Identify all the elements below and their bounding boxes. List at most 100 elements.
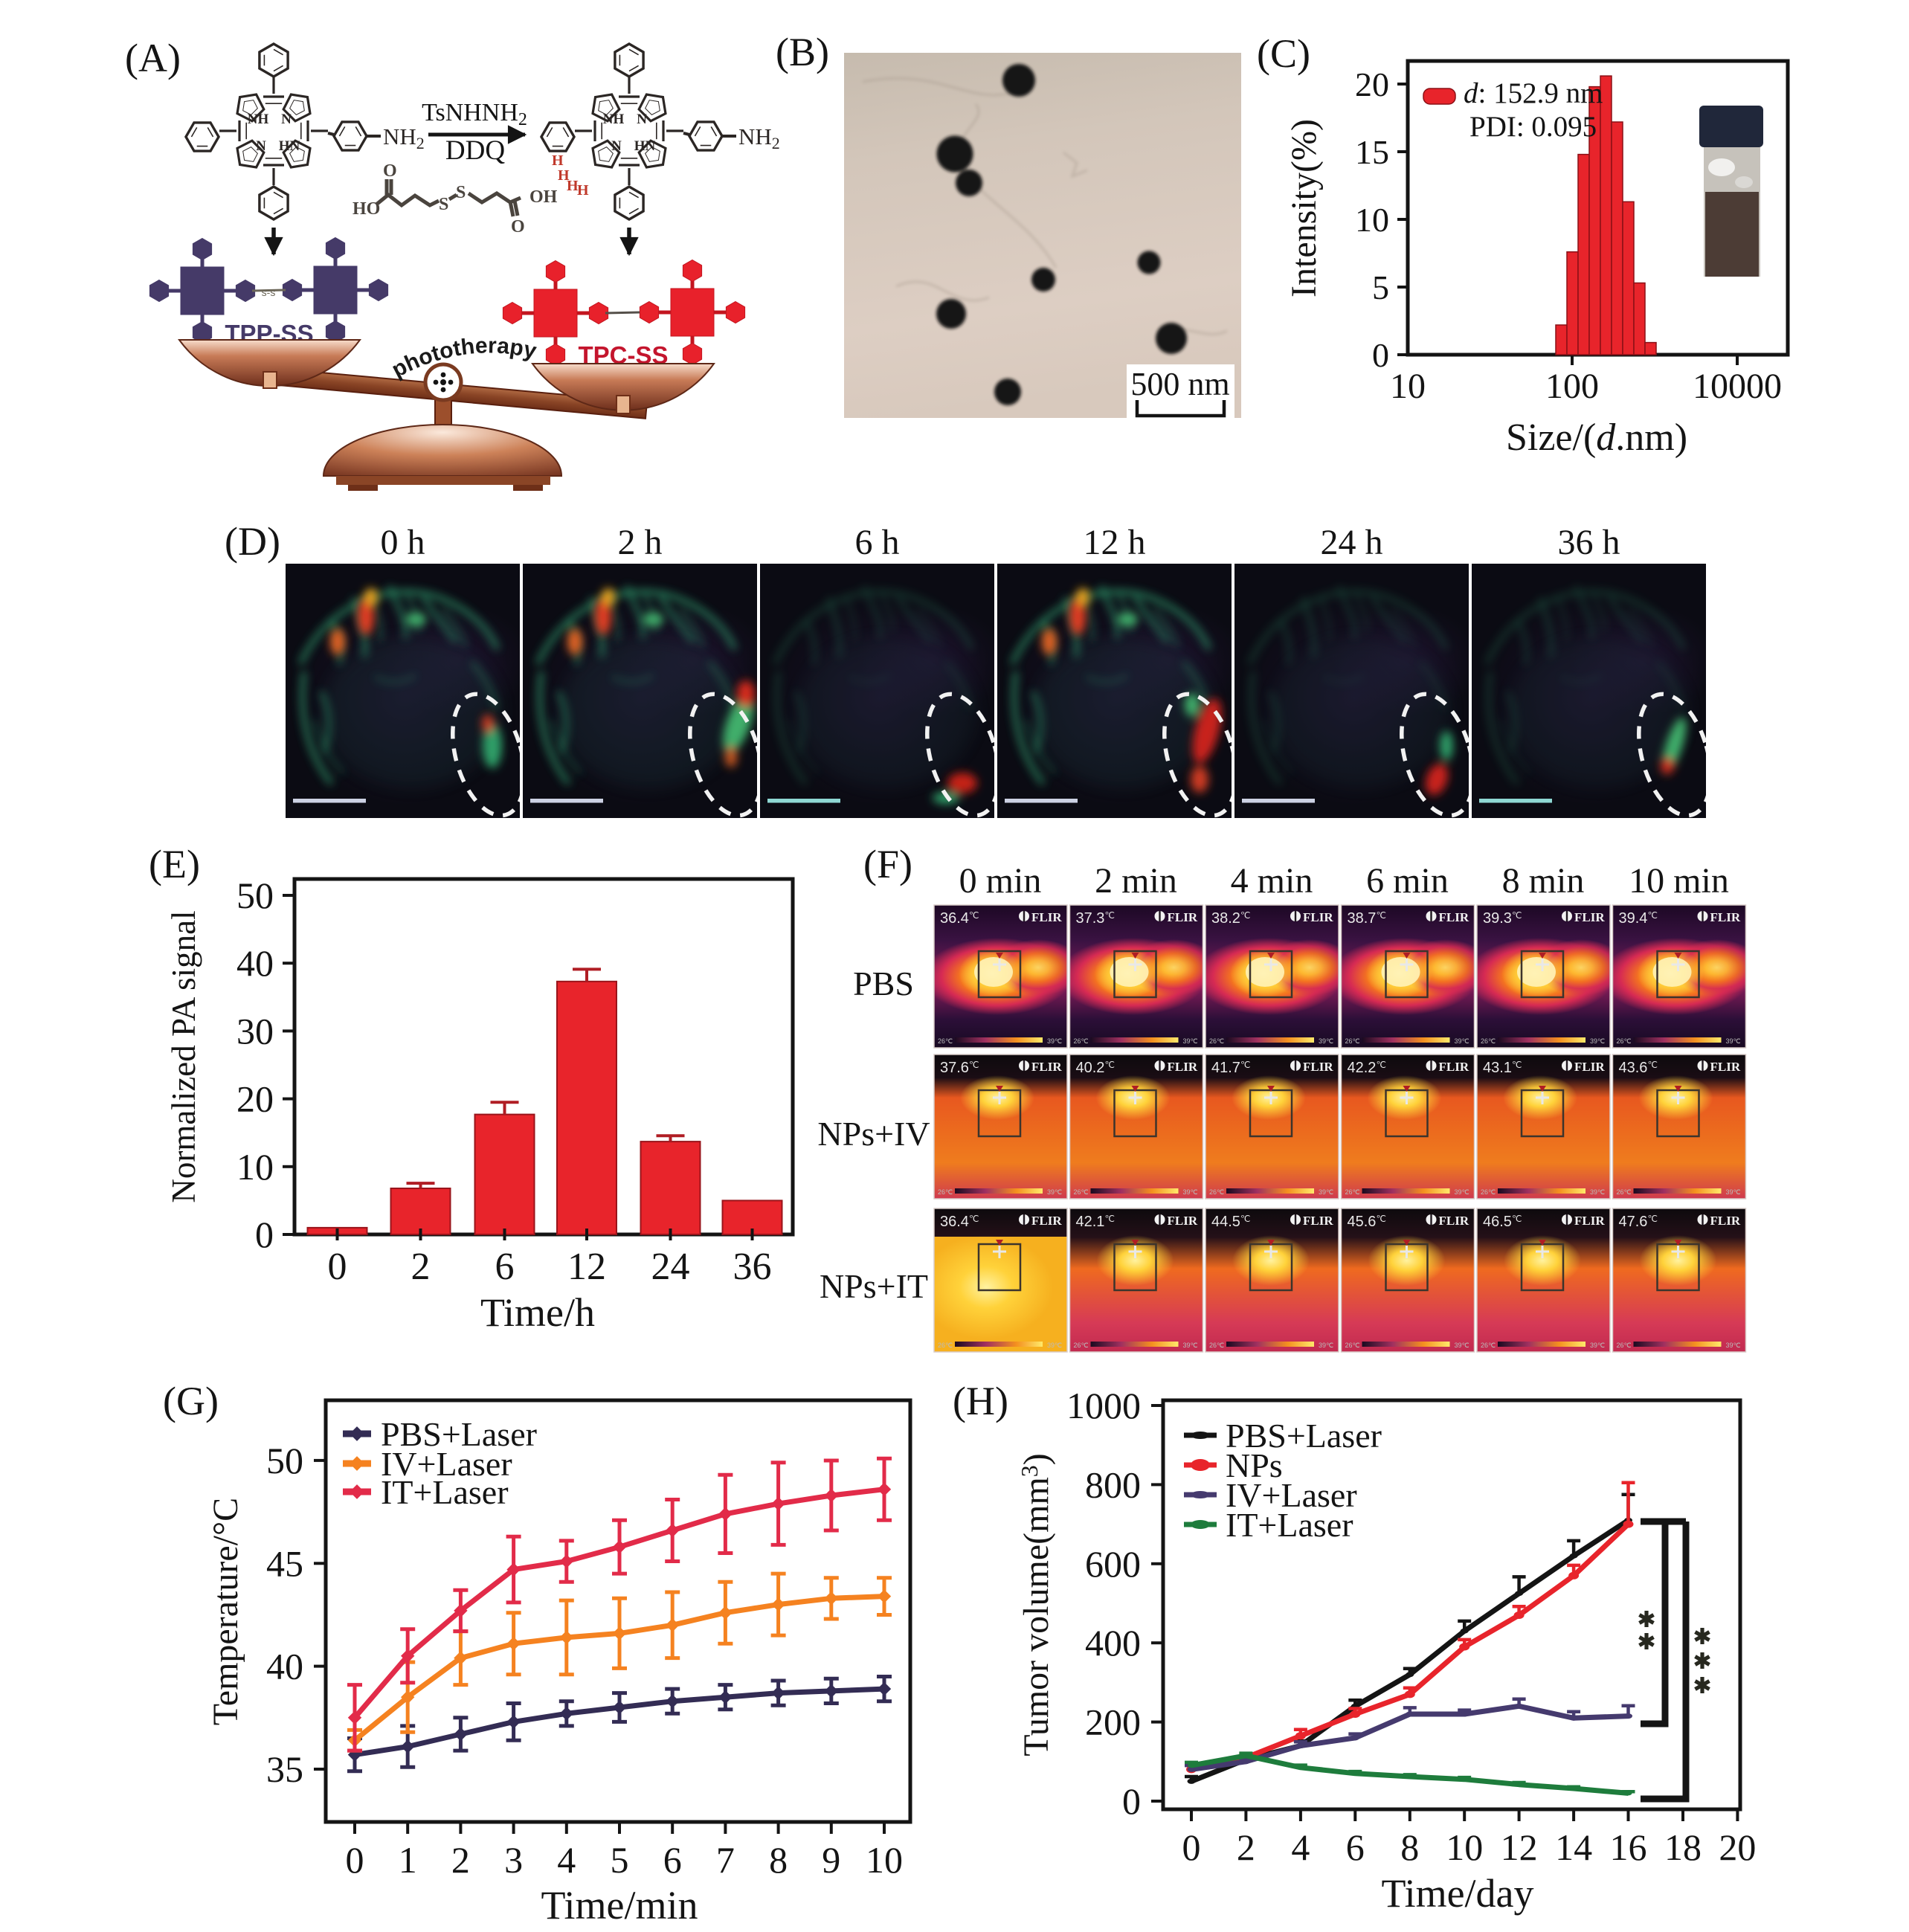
svg-text:8: 8: [769, 1839, 788, 1881]
svg-text:3: 3: [504, 1839, 523, 1881]
svg-text:26℃: 26℃: [1074, 1037, 1089, 1045]
svg-text:39℃: 39℃: [1455, 1342, 1469, 1349]
svg-text:(B): (B): [776, 30, 829, 74]
svg-text:26℃: 26℃: [1074, 1342, 1089, 1349]
svg-text:26℃: 26℃: [938, 1037, 953, 1045]
svg-text:H: H: [577, 182, 589, 199]
svg-text:(A): (A): [125, 36, 181, 80]
svg-text:FLIR: FLIR: [1031, 910, 1062, 924]
svg-text:39℃: 39℃: [1455, 1188, 1469, 1196]
svg-text:10: 10: [1390, 367, 1426, 406]
svg-text:26℃: 26℃: [938, 1342, 953, 1349]
svg-text:DDQ: DDQ: [445, 135, 505, 166]
svg-text:FLIR: FLIR: [1168, 1214, 1198, 1228]
svg-text:35: 35: [266, 1748, 303, 1790]
svg-text:40: 40: [236, 942, 274, 984]
svg-text:NPs+IV: NPs+IV: [817, 1115, 930, 1153]
svg-text:O: O: [511, 217, 525, 236]
svg-text:Time/day: Time/day: [1381, 1871, 1533, 1916]
svg-text:FLIR: FLIR: [1710, 910, 1741, 924]
svg-text:FLIR: FLIR: [1710, 1214, 1741, 1228]
svg-text:24 h: 24 h: [1321, 523, 1383, 562]
svg-text:6: 6: [495, 1246, 515, 1288]
svg-text:(D): (D): [225, 519, 280, 564]
svg-text:Time/h: Time/h: [480, 1290, 595, 1335]
svg-text:2 min: 2 min: [1095, 861, 1177, 901]
svg-text:10000: 10000: [1693, 367, 1782, 406]
svg-text:FLIR: FLIR: [1439, 910, 1469, 924]
svg-text:0: 0: [1122, 1780, 1141, 1822]
svg-text:Normalized PA signal: Normalized PA signal: [165, 910, 202, 1202]
svg-text:26℃: 26℃: [1481, 1188, 1496, 1196]
svg-text:45: 45: [266, 1542, 303, 1584]
svg-text:O: O: [383, 161, 397, 181]
svg-text:S: S: [456, 183, 466, 202]
svg-text:39℃: 39℃: [1590, 1188, 1605, 1196]
svg-text:FLIR: FLIR: [1574, 910, 1605, 924]
svg-text:TsNHNH2: TsNHNH2: [422, 99, 527, 129]
svg-text:PBS: PBS: [853, 965, 914, 1002]
svg-text:FLIR: FLIR: [1031, 1214, 1062, 1228]
svg-text:FLIR: FLIR: [1574, 1060, 1605, 1074]
svg-text:39℃: 39℃: [1183, 1037, 1198, 1045]
svg-text:12 h: 12 h: [1084, 523, 1146, 562]
svg-text:30: 30: [236, 1010, 274, 1052]
svg-text:FLIR: FLIR: [1439, 1214, 1469, 1228]
svg-text:Size/(d.nm): Size/(d.nm): [1506, 416, 1687, 459]
svg-text:400: 400: [1085, 1622, 1141, 1664]
svg-text:39℃: 39℃: [1726, 1188, 1741, 1196]
svg-text:9: 9: [822, 1839, 840, 1881]
svg-text:10: 10: [866, 1839, 903, 1881]
svg-text:39℃: 39℃: [1455, 1037, 1469, 1045]
svg-text:0: 0: [1372, 336, 1389, 374]
svg-text:100: 100: [1545, 367, 1599, 406]
svg-text:S: S: [439, 195, 448, 214]
svg-text:12: 12: [1501, 1826, 1538, 1868]
svg-text:500 nm: 500 nm: [1130, 366, 1229, 402]
svg-text:phototherapy: phototherapy: [388, 333, 539, 382]
svg-text:39℃: 39℃: [1047, 1342, 1062, 1349]
svg-text:2 h: 2 h: [618, 523, 663, 562]
svg-text:39℃: 39℃: [1183, 1188, 1198, 1196]
svg-text:Time/min: Time/min: [541, 1883, 698, 1928]
svg-text:(C): (C): [1257, 31, 1310, 76]
svg-text:600: 600: [1085, 1543, 1141, 1585]
svg-text:15: 15: [1355, 133, 1389, 171]
svg-text:Temperature/°C: Temperature/°C: [206, 1498, 245, 1725]
svg-text:0: 0: [255, 1214, 274, 1255]
svg-text:7: 7: [716, 1839, 735, 1881]
svg-text:10: 10: [236, 1146, 274, 1188]
svg-text:39℃: 39℃: [1590, 1342, 1605, 1349]
svg-text:NPs: NPs: [1226, 1446, 1283, 1484]
svg-text:50: 50: [266, 1440, 303, 1481]
svg-text:NH2: NH2: [383, 123, 425, 152]
svg-text:(F): (F): [863, 842, 912, 886]
svg-text:0 min: 0 min: [959, 861, 1042, 901]
svg-text:1000: 1000: [1066, 1385, 1141, 1426]
svg-text:36: 36: [733, 1246, 772, 1288]
svg-text:H: H: [558, 167, 570, 184]
svg-text:PBS+Laser: PBS+Laser: [381, 1415, 537, 1453]
svg-text:IT+Laser: IT+Laser: [381, 1473, 509, 1511]
svg-text:4: 4: [557, 1839, 576, 1881]
svg-text:FLIR: FLIR: [1031, 1060, 1062, 1074]
svg-text:PBS+Laser: PBS+Laser: [1226, 1417, 1382, 1455]
svg-text:24: 24: [651, 1246, 690, 1288]
svg-text:26℃: 26℃: [1617, 1188, 1632, 1196]
svg-text:6 h: 6 h: [855, 523, 900, 562]
svg-text:FLIR: FLIR: [1168, 1060, 1198, 1074]
svg-text:800: 800: [1085, 1464, 1141, 1505]
svg-text:Tumor volume(mm3): Tumor volume(mm3): [1016, 1453, 1056, 1756]
svg-text:IV+Laser: IV+Laser: [381, 1445, 512, 1483]
svg-text:1: 1: [399, 1839, 417, 1881]
svg-text:26℃: 26℃: [1345, 1342, 1360, 1349]
svg-text:39℃: 39℃: [1726, 1342, 1741, 1349]
svg-text:FLIR: FLIR: [1303, 910, 1333, 924]
svg-text:4 min: 4 min: [1231, 861, 1313, 901]
svg-text:NPs+IT: NPs+IT: [820, 1267, 928, 1305]
svg-text:26℃: 26℃: [1481, 1342, 1496, 1349]
svg-text:(H): (H): [953, 1379, 1008, 1423]
svg-text:26℃: 26℃: [1617, 1342, 1632, 1349]
svg-text:0: 0: [328, 1246, 347, 1288]
svg-text:26℃: 26℃: [1209, 1188, 1224, 1196]
